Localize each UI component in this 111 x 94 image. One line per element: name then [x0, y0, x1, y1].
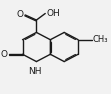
Text: OH: OH	[46, 9, 60, 18]
Text: O: O	[17, 10, 24, 19]
Text: NH: NH	[28, 67, 42, 76]
Text: O: O	[0, 50, 7, 59]
Text: CH₃: CH₃	[93, 35, 108, 44]
